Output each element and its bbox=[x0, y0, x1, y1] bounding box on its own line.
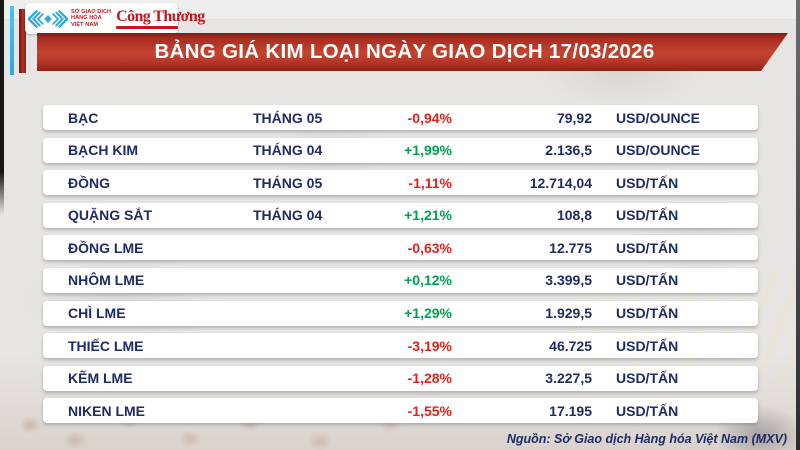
price-unit: USD/TẤN bbox=[616, 272, 679, 289]
commodity-name: ĐỒNG LME bbox=[68, 239, 144, 256]
commodity-name: BẠC bbox=[68, 109, 99, 126]
page-title: BẢNG GIÁ KIM LOẠI NGÀY GIAO DỊCH 17/03/2… bbox=[154, 40, 655, 63]
price-value: 3.227,5 bbox=[545, 370, 592, 387]
price-unit: USD/TẤN bbox=[616, 337, 679, 354]
cyan-accent-stripe bbox=[10, 6, 14, 75]
price-unit: USD/TẤN bbox=[616, 174, 679, 191]
price-value: 2.136,5 bbox=[545, 142, 592, 159]
price-unit: USD/TẤN bbox=[616, 207, 679, 224]
right-edge-strip bbox=[796, 0, 800, 450]
commodity-name: THIẾC LME bbox=[68, 337, 144, 354]
price-unit: USD/TẤN bbox=[616, 370, 679, 387]
contract-month: THÁNG 04 bbox=[253, 207, 323, 224]
table-row: THIẾC LME -3,19% 46.725 USD/TẤN bbox=[43, 333, 758, 359]
price-unit: USD/OUNCE bbox=[616, 109, 701, 126]
congthuong-logo: Công Thương bbox=[116, 7, 205, 29]
price-unit: USD/OUNCE bbox=[616, 142, 701, 159]
mxv-org-name: SỞ GIAO DỊCH HÀNG HÓA VIỆT NAM bbox=[71, 9, 111, 29]
change-percent: -1,28% bbox=[407, 370, 452, 387]
change-percent: +1,99% bbox=[404, 142, 452, 159]
change-percent: +1,29% bbox=[404, 305, 452, 322]
commodity-name: KẼM LME bbox=[68, 370, 133, 387]
change-percent: -1,55% bbox=[407, 402, 452, 419]
logo-card: SỞ GIAO DỊCH HÀNG HÓA VIỆT NAM Công Thươ… bbox=[25, 3, 205, 34]
contract-month: THÁNG 05 bbox=[253, 109, 323, 126]
price-value: 46.725 bbox=[549, 337, 592, 354]
change-percent: -3,19% bbox=[407, 337, 452, 354]
table-row: BẠC THÁNG 05 -0,94% 79,92 USD/OUNCE bbox=[43, 105, 758, 130]
price-unit: USD/TẤN bbox=[616, 239, 679, 256]
title-banner: BẢNG GIÁ KIM LOẠI NGÀY GIAO DỊCH 17/03/2… bbox=[37, 33, 788, 71]
price-value: 12.714,04 bbox=[529, 174, 592, 191]
price-unit: USD/TẤN bbox=[616, 402, 679, 419]
price-value: 3.399,5 bbox=[545, 272, 592, 289]
change-percent: +1,21% bbox=[404, 207, 452, 224]
table-row: ĐỒNG THÁNG 05 -1,11% 12.714,04 USD/TẤN bbox=[43, 170, 758, 196]
commodity-name: NIKEN LME bbox=[68, 402, 145, 419]
table-row: KẼM LME -1,28% 3.227,5 USD/TẤN bbox=[43, 365, 758, 391]
mxv-logo-icon bbox=[28, 8, 68, 30]
congthuong-logo-text: Công Thương bbox=[116, 7, 205, 25]
price-value: 1.929,5 bbox=[545, 305, 592, 322]
table-row: CHÌ LME +1,29% 1.929,5 USD/TẤN bbox=[43, 300, 758, 326]
change-percent: -0,94% bbox=[407, 109, 452, 126]
commodity-name: QUẶNG SẮT bbox=[68, 207, 152, 224]
source-credit: Nguồn: Sở Giao dịch Hàng hóa Việt Nam (M… bbox=[506, 432, 787, 446]
price-table: BẠC THÁNG 05 -0,94% 79,92 USD/OUNCE BẠCH… bbox=[43, 105, 758, 424]
left-edge-strip bbox=[0, 0, 4, 215]
commodity-name: NHÔM LME bbox=[68, 272, 145, 289]
table-row: ĐỒNG LME -0,63% 12.775 USD/TẤN bbox=[43, 235, 758, 261]
table-row: NIKEN LME -1,55% 17.195 USD/TẤN bbox=[43, 398, 758, 424]
table-row: NHÔM LME +0,12% 3.399,5 USD/TẤN bbox=[43, 267, 758, 293]
commodity-name: ĐỒNG bbox=[68, 174, 110, 191]
change-percent: +0,12% bbox=[404, 272, 452, 289]
price-value: 108,8 bbox=[556, 207, 592, 224]
contract-month: THÁNG 05 bbox=[253, 174, 323, 191]
price-value: 12.775 bbox=[549, 239, 592, 256]
background-top-band bbox=[0, 0, 800, 20]
mxv-org-line3: VIỆT NAM bbox=[71, 21, 99, 28]
mxv-org-line2: HÀNG HÓA bbox=[71, 15, 102, 22]
contract-month: THÁNG 04 bbox=[253, 142, 323, 159]
price-value: 79,92 bbox=[556, 109, 592, 126]
table-row: BẠCH KIM THÁNG 04 +1,99% 2.136,5 USD/OUN… bbox=[43, 137, 758, 163]
commodity-name: BẠCH KIM bbox=[68, 142, 138, 159]
commodity-name: CHÌ LME bbox=[68, 305, 126, 322]
table-row: QUẶNG SẮT THÁNG 04 +1,21% 108,8 USD/TẤN bbox=[43, 202, 758, 228]
mxv-org-line1: SỞ GIAO DỊCH bbox=[71, 8, 112, 15]
price-value: 17.195 bbox=[549, 402, 592, 419]
price-unit: USD/TẤN bbox=[616, 305, 679, 322]
change-percent: -0,63% bbox=[407, 239, 452, 256]
congthuong-tagline-bar bbox=[116, 25, 179, 29]
change-percent: -1,11% bbox=[408, 174, 452, 191]
darkred-accent-stripe bbox=[19, 9, 26, 73]
